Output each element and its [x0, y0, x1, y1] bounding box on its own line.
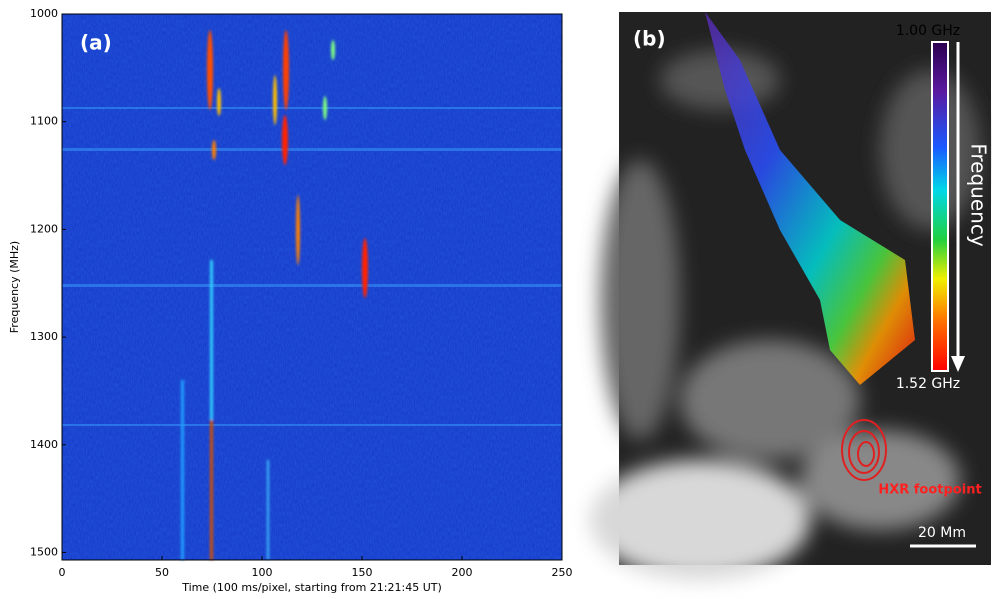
x-tick-label: 250 [552, 566, 573, 579]
x-tick-label: 200 [452, 566, 473, 579]
y-tick-label: 1100 [30, 115, 58, 128]
panel-label: (a) [80, 31, 112, 55]
x-tick-label: 0 [59, 566, 66, 579]
x-tick-label: 100 [252, 566, 273, 579]
y-tick-label: 1000 [30, 7, 58, 20]
scale-bar-label: 20 Mm [918, 525, 966, 541]
panel-label: (b) [633, 27, 666, 51]
y-axis-label: Frequency (MHz) [8, 241, 21, 333]
x-tick-label: 50 [155, 566, 169, 579]
y-tick-label: 1500 [30, 545, 58, 558]
x-axis-label: Time (100 ms/pixel, starting from 21:21:… [181, 581, 442, 594]
y-tick-label: 1400 [30, 438, 58, 451]
y-tick-label: 1200 [30, 222, 58, 235]
colorbar-bottom-label: 1.52 GHz [896, 376, 960, 392]
solar-image [590, 12, 991, 580]
colorbar-label: Frequency [967, 143, 991, 246]
annotation: HXR footpoint [878, 483, 981, 498]
x-tick-label: 150 [352, 566, 373, 579]
spectrogram [61, 13, 563, 561]
colorbar-top-label: 1.00 GHz [896, 23, 960, 39]
y-tick-label: 1300 [30, 330, 58, 343]
